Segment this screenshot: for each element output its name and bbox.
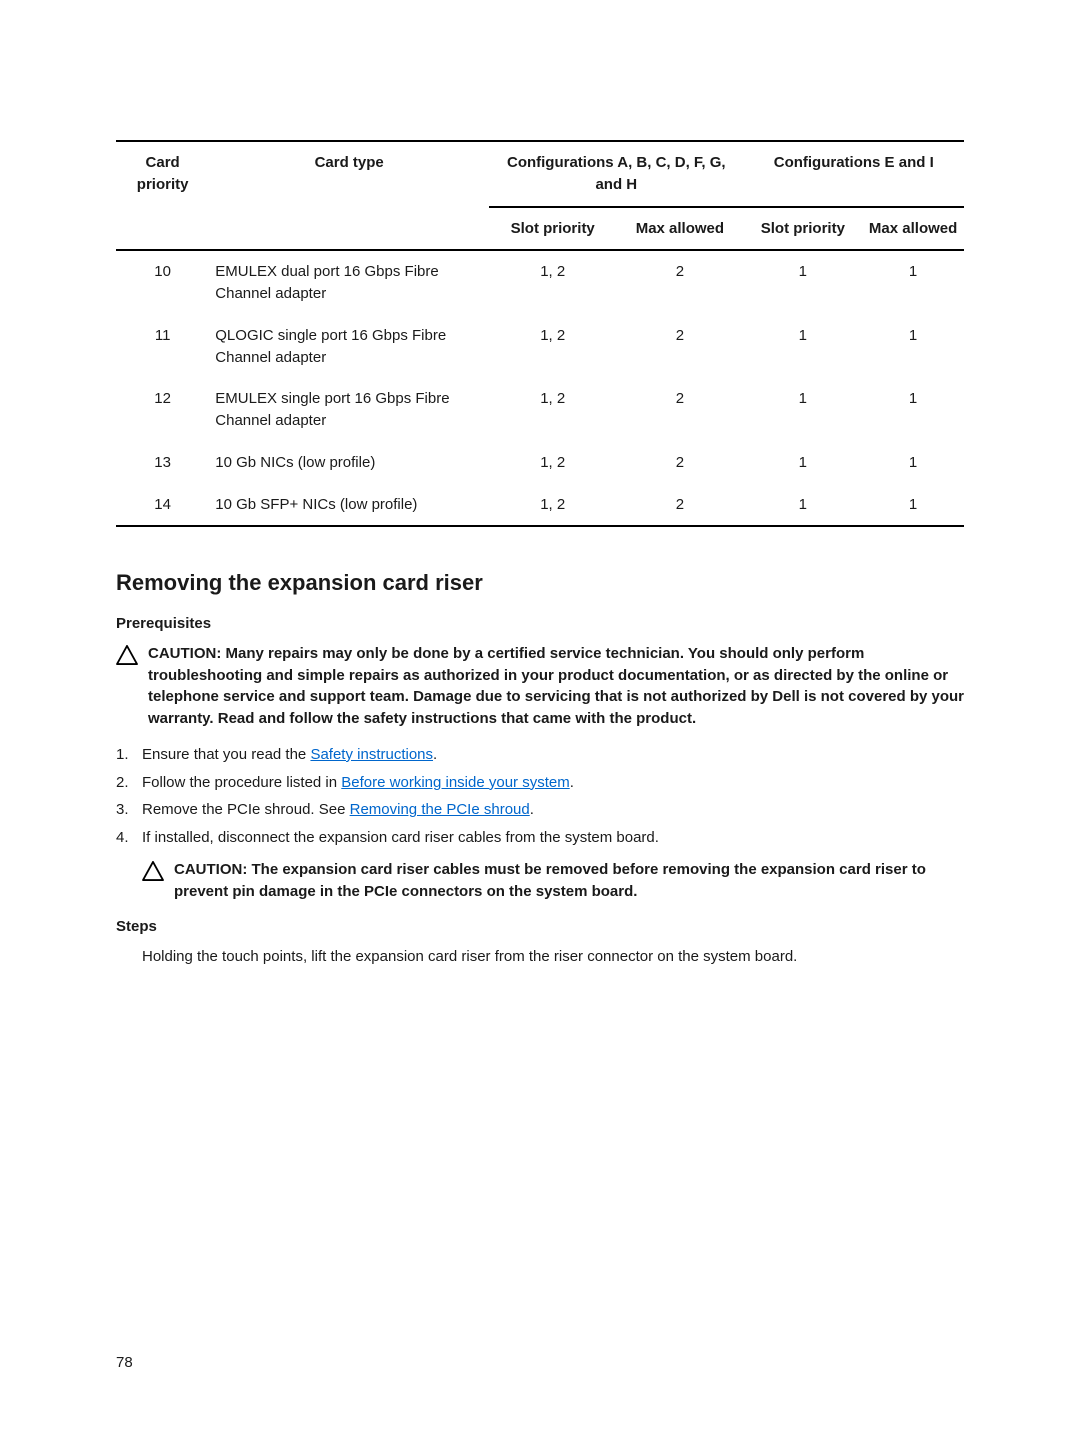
table-row: 12 EMULEX single port 16 Gbps Fibre Chan… xyxy=(116,378,964,442)
step-text-post: . xyxy=(570,774,574,791)
step-1: Ensure that you read the Safety instruct… xyxy=(116,744,964,766)
cell-ma2: 1 xyxy=(862,484,964,527)
cell-priority: 10 xyxy=(116,250,209,315)
cell-card-type: EMULEX single port 16 Gbps Fibre Channel… xyxy=(209,378,489,442)
table-row: 11 QLOGIC single port 16 Gbps Fibre Chan… xyxy=(116,315,964,379)
step-2: Follow the procedure listed in Before wo… xyxy=(116,772,964,794)
caution-block-1: CAUTION: Many repairs may only be done b… xyxy=(116,643,964,730)
cell-sp2: 1 xyxy=(743,250,862,315)
cell-sp2: 1 xyxy=(743,442,862,484)
th-slot-priority-2: Slot priority xyxy=(743,207,862,251)
caution-icon xyxy=(142,861,164,903)
cell-priority: 14 xyxy=(116,484,209,527)
section-heading: Removing the expansion card riser xyxy=(116,567,964,599)
cell-sp2: 1 xyxy=(743,315,862,379)
caution-text: CAUTION: Many repairs may only be done b… xyxy=(148,643,964,730)
step-text-post: . xyxy=(530,801,534,818)
safety-instructions-link[interactable]: Safety instructions xyxy=(310,746,433,763)
cell-card-type: 10 Gb NICs (low profile) xyxy=(209,442,489,484)
caution-block-2: CAUTION: The expansion card riser cables… xyxy=(142,859,964,903)
cell-card-type: EMULEX dual port 16 Gbps Fibre Channel a… xyxy=(209,250,489,315)
removing-pcie-shroud-link[interactable]: Removing the PCIe shroud xyxy=(350,801,530,818)
cell-ma1: 2 xyxy=(616,484,743,527)
step-text: Ensure that you read the xyxy=(142,746,310,763)
cell-sp1: 1, 2 xyxy=(489,378,616,442)
cell-sp2: 1 xyxy=(743,484,862,527)
prerequisite-steps: Ensure that you read the Safety instruct… xyxy=(116,744,964,903)
cell-card-type: QLOGIC single port 16 Gbps Fibre Channel… xyxy=(209,315,489,379)
caution-text: CAUTION: The expansion card riser cables… xyxy=(174,859,964,903)
cell-sp2: 1 xyxy=(743,378,862,442)
steps-body: Holding the touch points, lift the expan… xyxy=(142,946,964,968)
table-row: 10 EMULEX dual port 16 Gbps Fibre Channe… xyxy=(116,250,964,315)
step-4: If installed, disconnect the expansion c… xyxy=(116,827,964,902)
caution-icon xyxy=(116,645,138,730)
th-config-ei: Configurations E and I xyxy=(743,141,964,207)
cell-ma1: 2 xyxy=(616,378,743,442)
cell-card-type: 10 Gb SFP+ NICs (low profile) xyxy=(209,484,489,527)
cell-priority: 12 xyxy=(116,378,209,442)
table-row: 13 10 Gb NICs (low profile) 1, 2 2 1 1 xyxy=(116,442,964,484)
before-working-link[interactable]: Before working inside your system xyxy=(341,774,569,791)
card-priority-table: Card priority Card type Configurations A… xyxy=(116,140,964,527)
page-number: 78 xyxy=(116,1352,133,1374)
step-3: Remove the PCIe shroud. See Removing the… xyxy=(116,799,964,821)
prerequisites-label: Prerequisites xyxy=(116,613,964,635)
th-max-allowed-2: Max allowed xyxy=(862,207,964,251)
step-text: Follow the procedure listed in xyxy=(142,774,341,791)
cell-ma1: 2 xyxy=(616,315,743,379)
step-text: If installed, disconnect the expansion c… xyxy=(142,829,659,846)
page: Card priority Card type Configurations A… xyxy=(0,0,1080,1434)
cell-ma2: 1 xyxy=(862,250,964,315)
cell-sp1: 1, 2 xyxy=(489,315,616,379)
step-text-post: . xyxy=(433,746,437,763)
cell-sp1: 1, 2 xyxy=(489,484,616,527)
cell-sp1: 1, 2 xyxy=(489,250,616,315)
th-max-allowed-1: Max allowed xyxy=(616,207,743,251)
th-slot-priority-1: Slot priority xyxy=(489,207,616,251)
cell-priority: 11 xyxy=(116,315,209,379)
cell-priority: 13 xyxy=(116,442,209,484)
th-config-abcdfgh: Configurations A, B, C, D, F, G, and H xyxy=(489,141,743,207)
cell-ma1: 2 xyxy=(616,442,743,484)
table-row: 14 10 Gb SFP+ NICs (low profile) 1, 2 2 … xyxy=(116,484,964,527)
steps-label: Steps xyxy=(116,916,964,938)
step-text: Remove the PCIe shroud. See xyxy=(142,801,350,818)
cell-ma2: 1 xyxy=(862,315,964,379)
cell-sp1: 1, 2 xyxy=(489,442,616,484)
table-header-row-1: Card priority Card type Configurations A… xyxy=(116,141,964,207)
cell-ma1: 2 xyxy=(616,250,743,315)
cell-ma2: 1 xyxy=(862,378,964,442)
cell-ma2: 1 xyxy=(862,442,964,484)
th-card-type: Card type xyxy=(209,141,489,250)
th-card-priority: Card priority xyxy=(116,141,209,250)
